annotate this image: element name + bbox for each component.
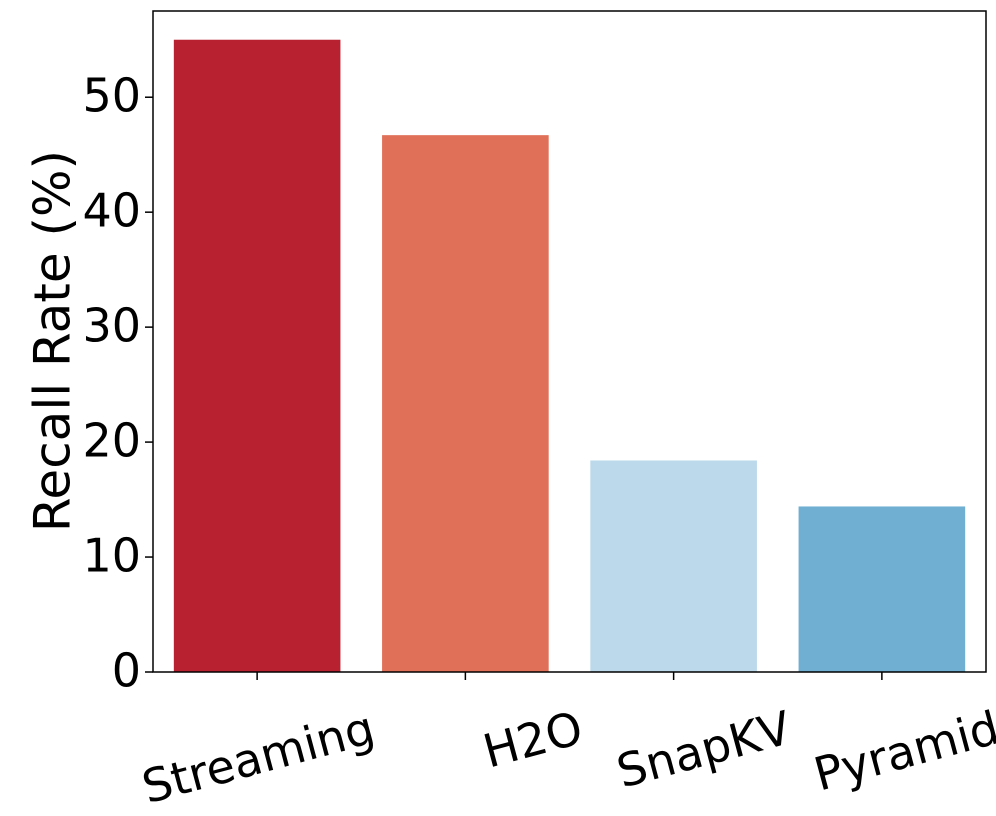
- y-tick-label: 40: [82, 184, 141, 238]
- x-tick-label-pyramid: Pyramid: [808, 700, 996, 801]
- y-tick-label: 50: [82, 69, 141, 123]
- y-tick-label: 20: [82, 414, 141, 468]
- x-tick-label-snapkv: SnapKV: [611, 700, 797, 798]
- bar-h2o: [382, 135, 549, 672]
- bars-group: [173, 39, 966, 672]
- x-tick-label-streaming: Streaming: [137, 700, 380, 814]
- plot-frame: [152, 10, 987, 673]
- bar-pyramid: [798, 506, 966, 672]
- y-tick-label: 0: [112, 644, 141, 698]
- y-axis-ticks: 0 10 20 30 40 50: [82, 69, 153, 698]
- y-tick-label: 10: [82, 529, 141, 583]
- x-tick-label-h2o: H2O: [478, 700, 589, 778]
- y-axis-title: Recall Rate (%): [24, 150, 82, 532]
- x-axis-ticks: Streaming H2O SnapKV Pyramid: [137, 672, 996, 814]
- y-tick-label: 30: [82, 299, 141, 353]
- bar-streaming: [173, 39, 341, 672]
- bar-snapkv: [590, 460, 757, 672]
